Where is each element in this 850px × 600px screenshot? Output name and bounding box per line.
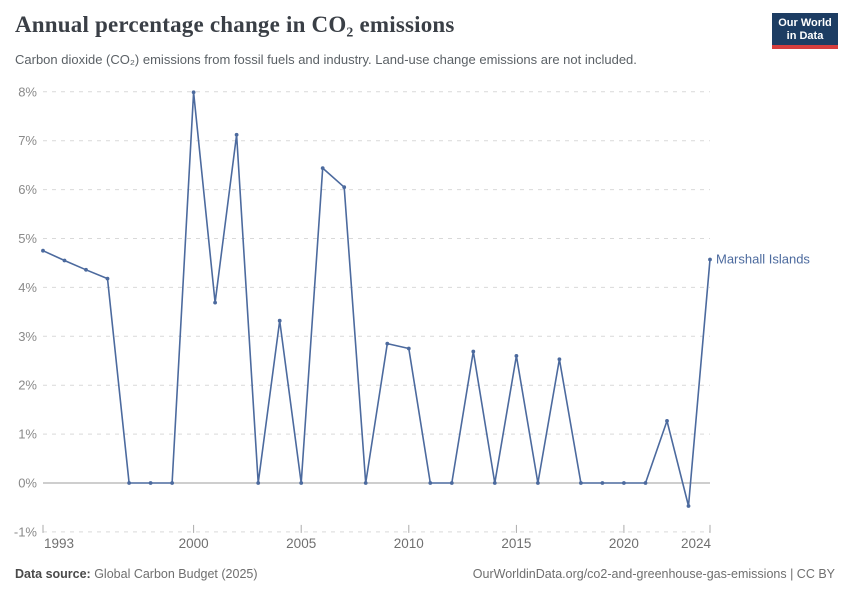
data-point[interactable]: [84, 267, 88, 272]
data-point[interactable]: [579, 481, 583, 485]
data-point[interactable]: [536, 481, 540, 485]
x-axis: 1993 2000 2005 2010 2015 2020 2024: [42, 524, 712, 551]
data-point[interactable]: [600, 481, 605, 485]
data-point[interactable]: [708, 257, 712, 262]
data-point[interactable]: [277, 318, 282, 323]
series-end-label[interactable]: Marshall Islands: [716, 252, 810, 267]
data-point[interactable]: [191, 90, 196, 95]
y-tick-label: 8%: [18, 84, 37, 99]
data-point[interactable]: [686, 504, 691, 508]
data-point[interactable]: [449, 481, 454, 485]
data-point[interactable]: [256, 481, 261, 485]
x-tick-label: 2000: [179, 536, 209, 551]
chart-subtitle: Carbon dioxide (CO₂) emissions from foss…: [15, 52, 637, 67]
x-tick-label: 2024: [681, 536, 712, 551]
y-tick-label: 4%: [18, 280, 37, 295]
data-point[interactable]: [363, 481, 368, 485]
data-point[interactable]: [514, 354, 519, 358]
data-source-value: Global Carbon Budget (2025): [90, 567, 258, 581]
data-point[interactable]: [643, 481, 648, 485]
data-point[interactable]: [665, 419, 669, 423]
data-point[interactable]: [471, 349, 476, 354]
series-markers: [41, 90, 712, 508]
data-point[interactable]: [385, 341, 390, 346]
line-chart-plot: 8% 7% 6% 5% 4% 3% 2% 1% 0% -1% 1993 2000 2005 2010 201…: [14, 84, 811, 551]
data-point[interactable]: [428, 481, 433, 485]
data-point[interactable]: [299, 481, 304, 485]
y-gridlines: [43, 91, 710, 533]
data-point[interactable]: [492, 481, 497, 485]
y-axis-labels: 8% 7% 6% 5% 4% 3% 2% 1% 0% -1%: [14, 84, 38, 539]
data-point[interactable]: [342, 185, 347, 190]
owid-logo-line2: in Data: [786, 29, 824, 42]
y-tick-label: 3%: [18, 329, 37, 344]
data-point[interactable]: [148, 481, 153, 485]
x-tick-label: 2020: [609, 536, 639, 551]
y-tick-label: 5%: [18, 231, 37, 246]
x-tick-label: 1993: [44, 536, 74, 551]
y-tick-label: 0%: [18, 476, 37, 491]
chart-title: Annual percentage change in CO₂ emission…: [15, 12, 455, 37]
y-tick-label: -1%: [14, 524, 38, 539]
data-point[interactable]: [622, 481, 626, 485]
data-point[interactable]: [320, 166, 325, 170]
data-point[interactable]: [170, 481, 175, 485]
data-point[interactable]: [105, 276, 110, 281]
chart-footer: Data source: Global Carbon Budget (2025)…: [15, 567, 835, 581]
data-source-label: Data source:: [15, 567, 91, 581]
x-tick-label: 2005: [286, 536, 316, 551]
data-point[interactable]: [406, 346, 411, 351]
data-point[interactable]: [557, 357, 562, 362]
data-point[interactable]: [127, 481, 131, 485]
x-tick-label: 2010: [394, 536, 424, 551]
owid-credit-link[interactable]: OurWorldinData.org/co2-and-greenhouse-ga…: [472, 567, 835, 581]
data-point[interactable]: [234, 132, 239, 137]
y-tick-label: 7%: [18, 133, 37, 148]
y-tick-label: 1%: [18, 427, 37, 442]
y-tick-label: 6%: [18, 182, 37, 197]
data-point[interactable]: [62, 258, 67, 263]
data-point[interactable]: [41, 248, 45, 253]
owid-logo[interactable]: Our World in Data: [772, 13, 838, 49]
data-point[interactable]: [213, 300, 218, 305]
data-source-note: Data source: Global Carbon Budget (2025): [15, 567, 258, 581]
y-tick-label: 2%: [18, 378, 37, 393]
series-line[interactable]: [42, 91, 711, 507]
owid-logo-line1: Our World: [778, 17, 832, 29]
x-tick-label: 2015: [501, 536, 531, 551]
